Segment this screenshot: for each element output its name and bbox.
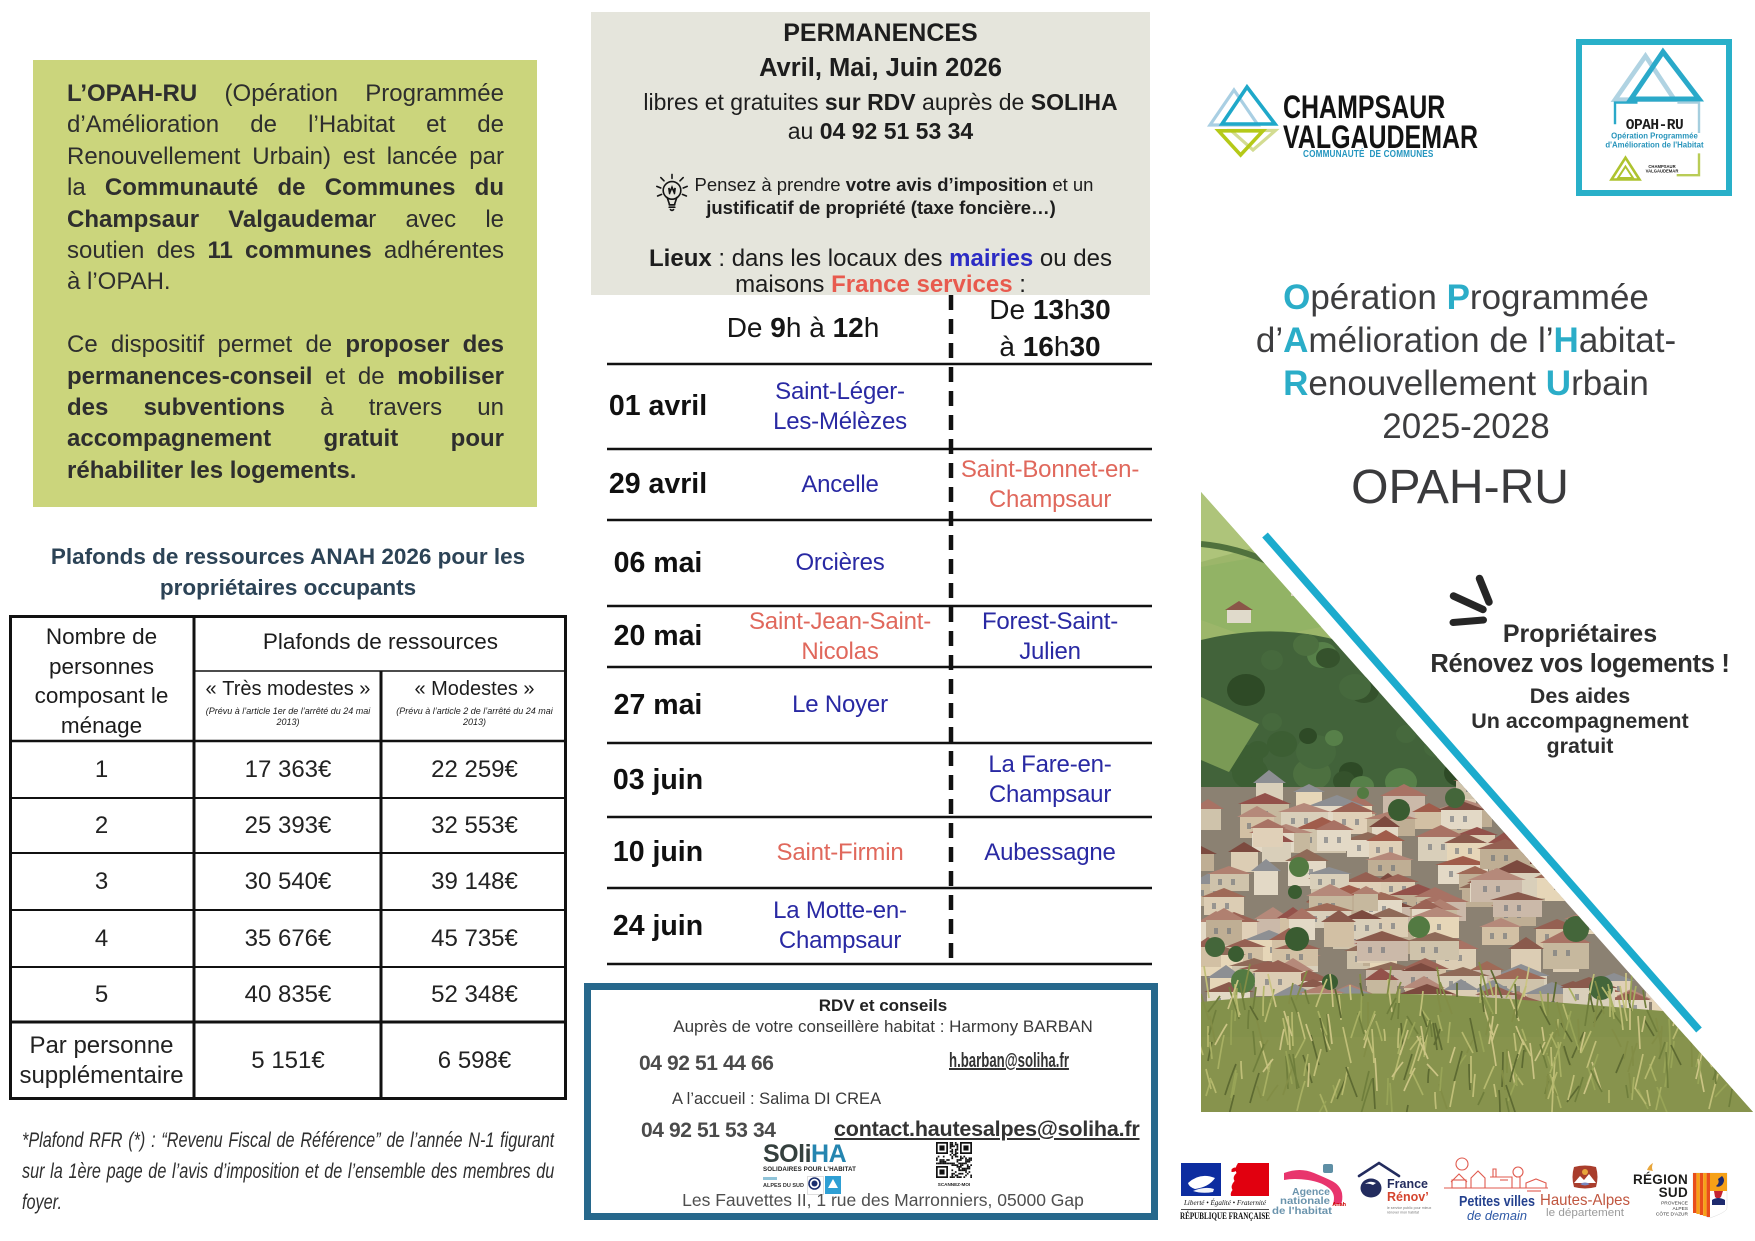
svg-text:VALGAUDEMAR: VALGAUDEMAR [1646,169,1679,174]
svg-text:France: France [1387,1177,1428,1191]
svg-text:le département: le département [1546,1207,1624,1219]
svg-text:OPAH-RU: OPAH-RU [1626,118,1683,134]
svg-text:ALPES: ALPES [1673,1206,1688,1212]
svg-text:rénover mon habitat: rénover mon habitat [1387,1211,1419,1215]
svg-text:CHAMPSAUR: CHAMPSAUR [1648,164,1675,169]
svg-text:d'Amélioration de l'Habitat: d'Amélioration de l'Habitat [1605,141,1704,150]
svg-text:PROVENCE: PROVENCE [1661,1201,1688,1207]
svg-text:RÉPUBLIQUE FRANÇAISE: RÉPUBLIQUE FRANÇAISE [1180,1210,1270,1222]
svg-text:SUD: SUD [1659,1185,1688,1200]
svg-text:nationale: nationale [1280,1195,1330,1207]
svg-text:Opération Programmée: Opération Programmée [1611,132,1698,141]
svg-text:Rénov’: Rénov’ [1387,1190,1429,1204]
svg-text:Anah: Anah [1332,1202,1346,1208]
svg-text:RÉGION: RÉGION [1633,1172,1688,1187]
svg-text:de demain: de demain [1467,1208,1527,1223]
svg-text:Petites villes: Petites villes [1459,1194,1535,1210]
svg-text:Hautes-Alpes: Hautes-Alpes [1540,1192,1630,1209]
svg-text:de l'habitat: de l'habitat [1272,1205,1333,1217]
svg-text:le service public pour mieux: le service public pour mieux [1387,1206,1432,1210]
svg-text:Agence: Agence [1292,1186,1330,1198]
svg-text:Liberté • Égalité • Fraternité: Liberté • Égalité • Fraternité [1183,1197,1266,1207]
svg-text:CÔTE D'AZUR: CÔTE D'AZUR [1656,1211,1689,1218]
